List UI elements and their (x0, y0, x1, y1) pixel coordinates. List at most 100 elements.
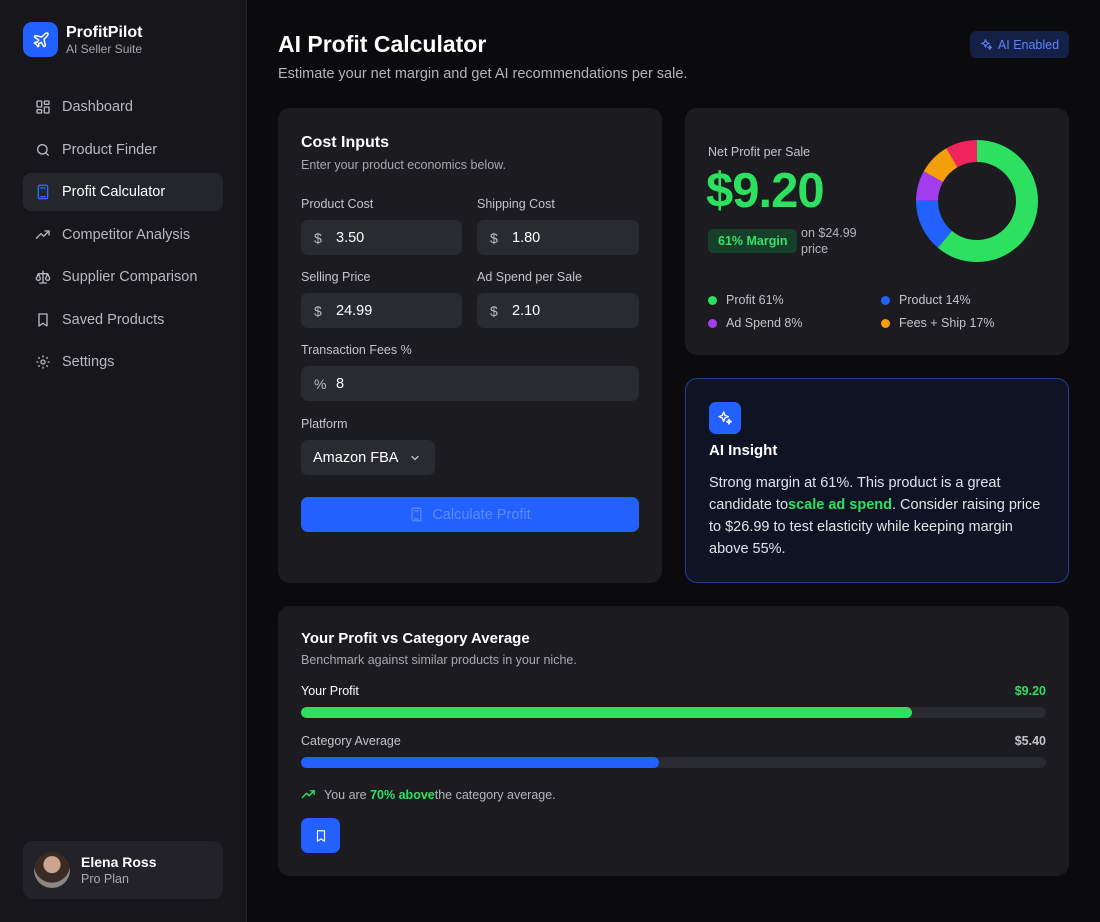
dollar-icon: $ (490, 229, 498, 246)
trending-up-icon (35, 227, 51, 243)
sidebar-item-product-finder[interactable]: Product Finder (23, 131, 223, 169)
ad-spend-label: Ad Spend per Sale (477, 270, 582, 284)
dollar-icon: $ (314, 229, 322, 246)
sidebar-item-settings[interactable]: Settings (23, 343, 223, 381)
cost-inputs-title: Cost Inputs (301, 134, 389, 151)
dollar-icon: $ (314, 302, 322, 319)
page-subtitle: Estimate your net margin and get AI reco… (278, 66, 688, 82)
margin-badge: 61% Margin (708, 229, 798, 253)
sparkles-icon (980, 39, 993, 50)
user-profile-card[interactable]: Elena Ross Pro Plan (23, 841, 223, 899)
trending-up-icon (301, 790, 315, 799)
benchmark-title: Your Profit vs Category Average (301, 630, 530, 647)
calculator-icon (411, 507, 422, 522)
cost-inputs-subtitle: Enter your product economics below. (301, 158, 506, 172)
sidebar-item-label: Settings (62, 354, 115, 370)
legend-label: Fees + Ship 17% (899, 316, 995, 330)
product-cost-label: Product Cost (301, 197, 374, 211)
legend-dot (881, 295, 890, 305)
legend-label: Profit 61% (726, 293, 784, 307)
platform-select[interactable]: Amazon FBA (301, 440, 436, 475)
category-average-value: $5.40 (1014, 734, 1046, 748)
your-profit-track (301, 707, 1046, 718)
brand-name: ProfitPilot (66, 24, 143, 41)
sidebar-item-label: Product Finder (62, 141, 158, 158)
selling-price-label: Selling Price (301, 270, 371, 284)
product-cost-field[interactable]: $ 3.50 (301, 220, 462, 255)
search-icon (35, 142, 51, 158)
chevron-down-icon (411, 455, 420, 460)
your-profit-value: $9.20 (1014, 684, 1046, 698)
brand-subtitle: AI Seller Suite (66, 42, 143, 56)
donut-segment-other (916, 140, 1038, 262)
platform-value: Amazon FBA (313, 449, 399, 466)
sidebar-item-profit-calculator[interactable]: Profit Calculator (23, 173, 223, 211)
airplane-icon (23, 22, 58, 57)
note-after: the category average. (434, 787, 556, 802)
selling-price-value: 24.99 (336, 302, 373, 319)
transaction-fees-field[interactable]: % 8 (301, 366, 639, 401)
ai-insight-text: Strong margin at 61%. This product is a … (709, 472, 1044, 560)
sidebar-nav: Dashboard Product Finder Profit Calculat… (23, 88, 223, 386)
ad-spend-field[interactable]: $ 2.10 (477, 293, 639, 328)
category-average-label: Category Average (301, 734, 401, 748)
ai-insight-title: AI Insight (709, 442, 778, 459)
benchmark-note: You are 70% above the category average. (301, 787, 556, 802)
legend-ad-spend: Ad Spend 8% (708, 316, 802, 330)
sidebar-item-saved-products[interactable]: Saved Products (23, 301, 223, 339)
page-title: AI Profit Calculator (278, 31, 487, 57)
grid-icon (35, 99, 51, 115)
dollar-icon: $ (490, 302, 498, 319)
legend-fees-ship: Fees + Ship 17% (881, 316, 995, 330)
legend-dot (708, 295, 717, 305)
calculate-profit-label: Calculate Profit (432, 506, 531, 523)
ai-insight-card: AI Insight Strong margin at 61%. This pr… (685, 378, 1069, 583)
calculate-profit-button[interactable]: Calculate Profit (301, 497, 639, 532)
shipping-cost-value: 1.80 (512, 229, 541, 246)
ai-badge-label: AI Enabled (997, 37, 1060, 52)
donut-segment-product (916, 140, 1038, 262)
transaction-fees-label: Transaction Fees % (301, 343, 412, 357)
product-cost-value: 3.50 (336, 229, 365, 246)
gear-icon (35, 354, 51, 370)
shipping-cost-field[interactable]: $ 1.80 (477, 220, 639, 255)
legend-dot (881, 318, 890, 328)
price-note: on $24.99 price (801, 226, 857, 256)
percent-icon: % (314, 375, 327, 392)
shipping-cost-label: Shipping Cost (477, 197, 555, 211)
category-average-bar (301, 757, 659, 768)
user-name: Elena Ross (81, 853, 157, 870)
bookmark-icon (35, 312, 51, 328)
sidebar-item-competitor-analysis[interactable]: Competitor Analysis (23, 216, 223, 254)
insight-text-after: . Consider raising price to $26.99 to te… (709, 497, 1041, 557)
calculator-icon (35, 184, 51, 200)
profit-breakdown-donut (916, 140, 1038, 262)
sidebar-item-label: Saved Products (62, 311, 165, 328)
brand[interactable]: ProfitPilot AI Seller Suite (23, 22, 142, 57)
legend-label: Ad Spend 8% (726, 316, 803, 330)
sidebar-item-label: Supplier Comparison (62, 269, 198, 285)
user-plan: Pro Plan (81, 871, 129, 886)
net-profit-card: Net Profit per Sale $9.20 61% Margin on … (685, 108, 1069, 355)
note-highlight: 70% above (370, 787, 435, 802)
sidebar-item-label: Competitor Analysis (62, 226, 191, 243)
sparkles-icon (709, 402, 741, 434)
avatar (34, 852, 70, 888)
benchmark-card: Your Profit vs Category Average Benchmar… (278, 606, 1069, 876)
benchmark-subtitle: Benchmark against similar products in yo… (301, 653, 577, 667)
net-profit-label: Net Profit per Sale (708, 145, 811, 159)
your-profit-bar (301, 707, 912, 718)
sidebar-item-label: Dashboard (62, 99, 133, 115)
save-product-button[interactable] (301, 818, 340, 853)
sidebar-item-supplier-comparison[interactable]: Supplier Comparison (23, 258, 223, 296)
insight-text-before: Strong margin at 61%. This product is a … (709, 475, 1001, 513)
your-profit-label: Your Profit (301, 684, 359, 698)
selling-price-field[interactable]: $ 24.99 (301, 293, 462, 328)
ai-enabled-badge: AI Enabled (970, 31, 1069, 58)
legend-product: Product 14% (881, 293, 971, 307)
legend-dot (708, 318, 717, 328)
category-average-track (301, 757, 1046, 768)
cost-inputs-card: Cost Inputs Enter your product economics… (278, 108, 662, 583)
transaction-fees-value: 8 (336, 375, 345, 392)
sidebar-item-dashboard[interactable]: Dashboard (23, 88, 223, 126)
